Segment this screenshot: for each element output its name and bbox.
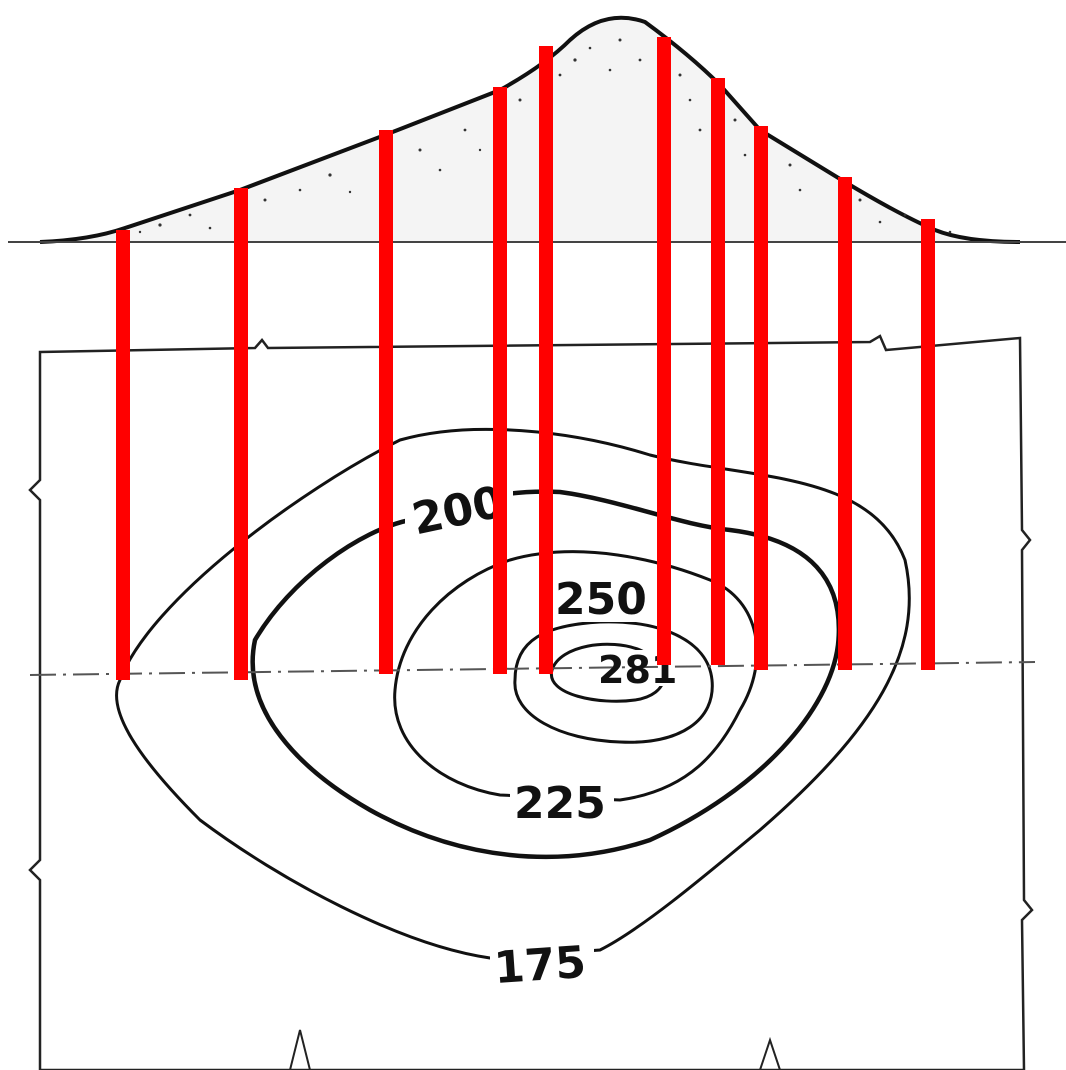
section-line — [29, 661, 1036, 676]
hill-profile-fill — [40, 17, 1020, 242]
contour-225 — [393, 550, 759, 802]
contour-label-225: 225 — [514, 778, 606, 829]
contour-175 — [115, 427, 911, 960]
contour-label-175: 175 — [492, 937, 587, 994]
contour-lines — [115, 427, 911, 960]
hill-stipple — [138, 38, 952, 234]
contour-250 — [513, 620, 714, 744]
hill-profile — [39, 15, 1021, 244]
contour-label-250: 250 — [555, 574, 647, 625]
frame-bottom-tear-marks — [289, 1029, 781, 1070]
projection-lines — [116, 37, 935, 680]
